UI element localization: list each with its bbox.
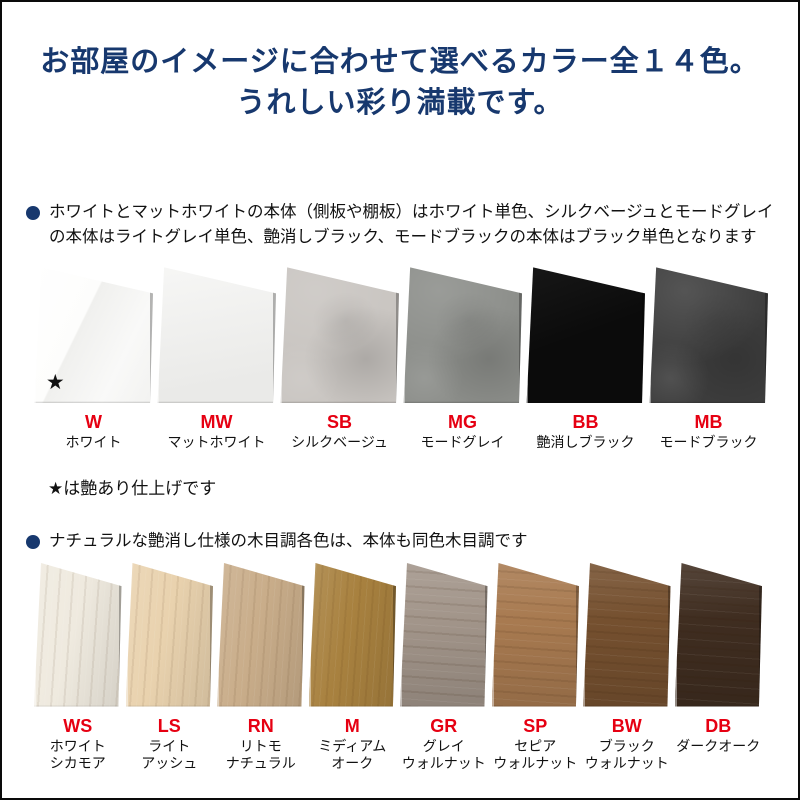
color-swatch [157,267,276,403]
color-swatch [649,267,768,403]
swatch-name-line: マットホワイト [167,434,266,450]
gloss-star-icon: ★ [45,371,65,395]
swatch-code: W [85,412,102,432]
swatch-code: SB [326,412,352,432]
page-title-line1: お部屋のイメージに合わせて選べるカラー全１４色。 [40,46,760,78]
swatch-name-line: セピア [514,737,557,754]
swatch-name: ホワイト シカモア [50,738,106,773]
swatch-code: M [344,715,360,736]
swatch-name: グレイ ウォルナット [402,738,486,773]
color-swatch [674,562,762,707]
swatch-name-line: グレイ [422,737,465,754]
swatch-cell: GR グレイ ウォルナット [400,562,488,773]
swatch-code: RN [247,715,274,736]
solid-colors-description: ホワイトとマットホワイトの本体（側板や棚板）はホワイト単色、シルクベージュとモー… [26,200,774,250]
swatch-name: ライト アッシュ [141,738,197,773]
swatch-cell: WS ホワイト シカモア [34,562,122,773]
swatch-cell: SP セピア ウォルナット [491,562,579,773]
swatch-name: ミディアム オーク [318,738,386,773]
swatch-name-line: ウォルナット [493,755,578,771]
swatch-name: ダークオーク [676,738,760,756]
swatch-name: セピア ウォルナット [493,738,577,773]
swatch-code: DB [705,715,732,736]
swatch-cell: RN リトモ ナチュラル [217,562,305,773]
swatch-code: BW [611,715,642,736]
swatch-name-line: 艶消しブラック [536,434,635,450]
color-swatch [491,562,579,707]
color-swatch [125,562,213,707]
swatch-name: ブラック ウォルナット [585,738,669,773]
swatch-name-line: ウォルナット [584,755,669,771]
swatch-cell: BW ブラック ウォルナット [583,562,671,773]
solid-colors-description-text: ホワイトとマットホワイトの本体（側板や棚板）はホワイト単色、シルクベージュとモー… [49,203,774,246]
swatch-code: SP [523,715,548,736]
swatch-cell: MW マットホワイト [157,266,276,452]
swatch-name: モードブラック [660,434,758,452]
swatch-code: MB [694,412,723,432]
color-swatch [280,267,399,403]
page-title-line2: うれしい彩り満載です。 [236,87,564,119]
swatch-name: リトモ ナチュラル [226,738,296,773]
color-swatch [526,267,645,403]
color-swatch [217,562,305,707]
swatch-name-line: アッシュ [141,755,198,771]
swatch-name-line: シルクベージュ [291,434,388,450]
bullet-icon [26,534,40,549]
wood-colors-description-text: ナチュラルな艶消し仕様の木目調各色は、本体も同色木目調です [49,531,528,550]
swatch-name-line: ブラック [598,737,655,754]
swatch-name-line: モードグレイ [420,434,505,450]
wood-swatch-row: WS ホワイト シカモア LS ライト アッシュ RN リトモ ナチュラル M ミディ… [34,562,768,773]
swatch-cell: ★ W ホワイト [34,266,153,452]
swatch-code: MG [448,412,477,432]
swatch-code: BB [572,412,599,432]
swatch-code: GR [430,715,458,736]
swatch-cell: MB モードブラック [649,266,768,452]
swatch-name-line: シカモア [49,755,106,771]
color-swatch [583,562,671,707]
swatch-name-line: ナチュラル [225,755,296,771]
swatch-name: ホワイト [66,434,122,452]
swatch-code: WS [63,715,93,736]
swatch-cell: SB シルクベージュ [280,266,399,452]
swatch-name-line: オーク [331,755,374,771]
bullet-icon [26,206,40,220]
swatch-name-line: ライト [148,737,191,754]
swatch-name-line: ウォルナット [401,755,486,771]
page-title: お部屋のイメージに合わせて選べるカラー全１４色。 うれしい彩り満載です。 [2,42,798,124]
gloss-finish-note: ★は艶あり仕上げです [48,478,217,498]
swatch-cell: M ミディアム オーク [308,562,396,773]
swatch-cell: MG モードグレイ [403,266,522,452]
color-swatch [308,562,396,707]
wood-colors-description: ナチュラルな艶消し仕様の木目調各色は、本体も同色木目調です [26,529,774,554]
color-swatch: ★ [34,267,153,403]
swatch-cell: LS ライト アッシュ [125,562,213,773]
swatch-name-line: ダークオーク [676,737,761,754]
swatch-name: シルクベージュ [291,434,388,452]
swatch-cell: BB 艶消しブラック [526,266,645,452]
color-swatch [34,562,122,707]
color-swatch [400,562,488,707]
swatch-name-line: ミディアム [318,737,387,754]
swatch-name-line: ホワイト [65,434,122,450]
swatch-name: 艶消しブラック [537,434,635,452]
swatch-cell: DB ダークオーク [674,562,762,773]
swatch-name-line: モードブラック [659,434,758,450]
swatch-name-line: ホワイト [49,737,106,754]
swatch-code: LS [157,715,181,736]
swatch-code: MW [200,412,233,432]
solid-swatch-row: ★ W ホワイト MW マットホワイト SB シルクベージュ MG モードグレイ… [34,266,768,452]
swatch-name: モードグレイ [421,434,505,452]
swatch-name: マットホワイト [168,434,266,452]
swatch-name-line: リトモ [239,737,282,754]
color-swatch [403,267,522,403]
